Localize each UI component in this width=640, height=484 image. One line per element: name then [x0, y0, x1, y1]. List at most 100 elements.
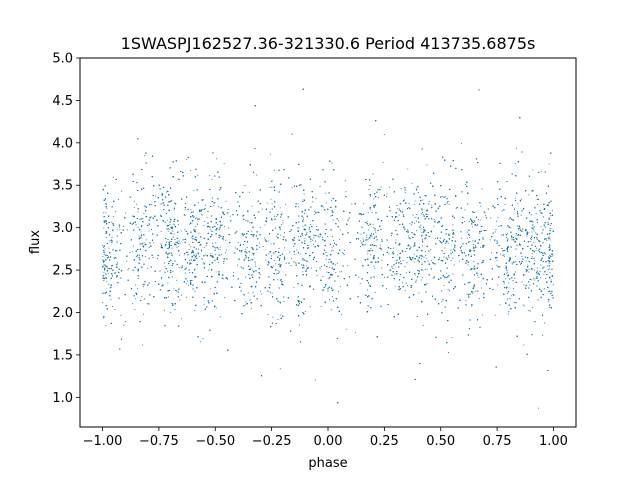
data-point	[327, 261, 330, 263]
data-point	[337, 219, 340, 221]
data-point	[307, 247, 310, 249]
data-point	[233, 271, 235, 274]
data-point	[268, 253, 270, 255]
data-point	[138, 235, 140, 237]
data-point	[447, 289, 449, 291]
data-point	[366, 237, 368, 239]
data-point	[414, 216, 416, 218]
data-point	[402, 251, 404, 253]
data-point	[317, 235, 319, 237]
data-point	[479, 219, 481, 221]
data-point	[385, 195, 388, 197]
data-point	[525, 260, 527, 262]
data-point	[513, 272, 515, 275]
data-point	[164, 245, 166, 247]
data-point	[446, 272, 448, 274]
data-point	[275, 273, 278, 275]
data-point	[549, 268, 551, 270]
data-point	[168, 228, 170, 231]
data-point	[421, 238, 423, 240]
data-point	[106, 281, 108, 283]
data-point	[171, 199, 173, 201]
data-point	[449, 290, 451, 292]
data-point	[105, 212, 107, 214]
data-point	[407, 168, 409, 170]
data-point	[253, 234, 256, 236]
data-point	[451, 337, 453, 339]
data-point	[252, 274, 254, 276]
data-point	[165, 191, 167, 193]
data-point	[506, 292, 508, 294]
data-point	[344, 180, 346, 182]
data-point	[174, 239, 176, 241]
data-point	[530, 238, 533, 241]
data-point	[523, 305, 525, 307]
data-point	[435, 237, 437, 240]
data-point	[466, 293, 468, 295]
data-point	[102, 245, 104, 247]
data-point	[374, 291, 376, 294]
data-point	[237, 241, 239, 244]
data-point	[108, 259, 111, 261]
data-point	[531, 256, 533, 258]
data-point	[164, 266, 166, 268]
data-point	[537, 407, 540, 409]
data-point	[167, 270, 169, 272]
data-point	[330, 199, 333, 201]
data-point	[519, 242, 521, 244]
data-point	[189, 223, 191, 225]
data-point	[134, 284, 136, 286]
data-point	[107, 267, 109, 269]
data-point	[205, 254, 207, 256]
data-point	[167, 282, 169, 284]
data-point	[366, 220, 368, 222]
data-point	[464, 220, 466, 223]
data-point	[551, 228, 553, 230]
data-point	[455, 207, 457, 210]
data-point	[480, 205, 482, 207]
data-point	[335, 272, 337, 274]
data-point	[302, 271, 304, 273]
data-point	[107, 273, 109, 275]
data-point	[259, 290, 262, 292]
data-point	[339, 271, 341, 273]
data-point	[433, 219, 435, 221]
data-point	[279, 234, 282, 236]
data-point	[329, 298, 331, 301]
data-point	[188, 259, 190, 261]
data-point	[313, 213, 315, 215]
data-point	[540, 264, 542, 266]
data-point	[265, 259, 267, 261]
data-point	[490, 217, 492, 219]
data-point	[266, 202, 268, 204]
data-point	[303, 193, 305, 195]
data-point	[180, 230, 182, 232]
data-point	[156, 258, 159, 260]
data-point	[548, 163, 550, 165]
data-point	[478, 276, 480, 278]
data-point	[185, 202, 187, 204]
data-point	[421, 245, 423, 247]
data-point	[306, 231, 308, 233]
data-point	[523, 275, 525, 277]
data-point	[315, 197, 317, 199]
data-point	[140, 231, 142, 233]
data-point	[240, 243, 242, 245]
data-point	[304, 237, 306, 239]
data-point	[110, 299, 112, 301]
data-point	[420, 254, 422, 256]
data-point	[146, 303, 148, 305]
data-point	[176, 279, 178, 281]
data-point	[407, 235, 409, 237]
data-point	[443, 256, 445, 258]
data-point	[115, 211, 117, 213]
data-point	[552, 255, 554, 257]
data-point	[383, 276, 386, 278]
data-point	[246, 252, 248, 254]
data-point	[204, 207, 206, 210]
data-point	[415, 187, 417, 189]
data-point	[359, 283, 361, 285]
data-point	[474, 265, 476, 267]
data-point	[409, 238, 412, 240]
data-point	[520, 214, 522, 216]
